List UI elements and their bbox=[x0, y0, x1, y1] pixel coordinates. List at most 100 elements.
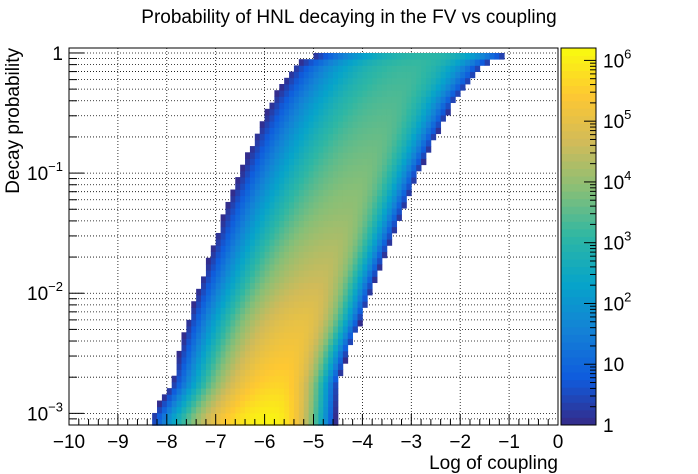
heatmap-cell bbox=[333, 121, 339, 128]
heatmap-cell bbox=[303, 65, 310, 72]
heatmap-cell bbox=[235, 288, 241, 296]
heatmap-cell bbox=[401, 71, 407, 79]
heatmap-cell bbox=[372, 251, 378, 259]
heatmap-cell bbox=[269, 232, 275, 240]
heatmap-cell bbox=[391, 164, 398, 172]
heatmap-cell bbox=[352, 295, 358, 302]
heatmap-cell bbox=[333, 369, 339, 377]
heatmap-cell bbox=[191, 388, 197, 395]
heatmap-cell bbox=[298, 419, 305, 426]
heatmap-cell bbox=[284, 381, 290, 389]
heatmap-cell bbox=[347, 115, 354, 122]
heatmap-cell bbox=[357, 195, 363, 203]
heatmap-cell bbox=[269, 121, 275, 128]
heatmap-cell bbox=[352, 183, 358, 190]
heatmap-cell bbox=[391, 59, 398, 66]
heatmap-cell bbox=[245, 301, 251, 308]
heatmap-cell bbox=[367, 245, 373, 252]
heatmap-cell bbox=[357, 90, 363, 97]
heatmap-cell bbox=[191, 301, 197, 308]
heatmap-cell bbox=[293, 170, 300, 178]
heatmap-cell bbox=[323, 412, 329, 420]
heatmap-cell bbox=[191, 394, 197, 401]
heatmap-cell bbox=[293, 108, 300, 116]
heatmap-cell bbox=[372, 52, 378, 60]
heatmap-cell bbox=[230, 226, 236, 234]
heatmap-cell bbox=[186, 406, 192, 414]
heatmap-cell bbox=[333, 338, 339, 346]
heatmap-cell bbox=[279, 412, 285, 420]
heatmap-cell bbox=[303, 170, 310, 178]
heatmap-cell bbox=[337, 270, 344, 277]
heatmap-cell bbox=[259, 270, 265, 277]
heatmap-cell bbox=[308, 189, 314, 197]
heatmap-cell bbox=[460, 52, 466, 60]
heatmap-cell bbox=[245, 388, 251, 395]
colorbar-bin bbox=[561, 191, 596, 200]
heatmap-cell bbox=[293, 158, 300, 166]
heatmap-cell bbox=[259, 313, 265, 321]
heatmap-cell bbox=[323, 357, 329, 364]
heatmap-cell bbox=[293, 276, 300, 284]
heatmap-cell bbox=[318, 307, 324, 315]
heatmap-cell bbox=[352, 251, 358, 259]
heatmap-cell bbox=[210, 326, 217, 333]
heatmap-cell bbox=[323, 139, 329, 147]
heatmap-cell bbox=[235, 251, 241, 259]
heatmap-cell bbox=[201, 388, 207, 395]
heatmap-cell bbox=[215, 406, 221, 414]
heatmap-cell bbox=[401, 59, 407, 66]
heatmap-cell bbox=[230, 220, 236, 228]
heatmap-cell bbox=[176, 357, 182, 364]
heatmap-cell bbox=[274, 189, 280, 197]
heatmap-cell bbox=[176, 388, 182, 395]
heatmap-cell bbox=[372, 77, 378, 85]
heatmap-cell bbox=[333, 388, 339, 395]
heatmap-cell bbox=[367, 288, 373, 296]
heatmap-cell bbox=[401, 77, 407, 85]
heatmap-cell bbox=[289, 257, 295, 265]
heatmap-cell bbox=[352, 226, 358, 234]
heatmap-cell bbox=[337, 338, 344, 346]
heatmap-cell bbox=[342, 313, 349, 321]
heatmap-cell bbox=[450, 65, 456, 72]
heatmap-cell bbox=[308, 201, 314, 209]
heatmap-cell bbox=[293, 177, 300, 184]
heatmap-cell bbox=[308, 65, 314, 72]
heatmap-cell bbox=[337, 84, 344, 91]
heatmap-cell bbox=[308, 326, 314, 333]
heatmap-cell bbox=[269, 357, 275, 364]
heatmap-cell bbox=[318, 177, 324, 184]
heatmap-cell bbox=[386, 214, 393, 221]
heatmap-cell bbox=[308, 220, 314, 228]
heatmap-cell bbox=[352, 121, 358, 128]
heatmap-cell bbox=[357, 108, 363, 116]
heatmap-cell bbox=[274, 152, 280, 159]
heatmap-cell bbox=[303, 226, 310, 234]
heatmap-cell bbox=[254, 146, 261, 153]
heatmap-cell bbox=[308, 127, 314, 135]
heatmap-cell bbox=[274, 195, 280, 203]
heatmap-cell bbox=[254, 332, 261, 339]
heatmap-cell bbox=[455, 90, 461, 97]
heatmap-cell bbox=[274, 307, 280, 315]
heatmap-cell bbox=[401, 127, 407, 135]
heatmap-cell bbox=[196, 319, 202, 327]
heatmap-cell bbox=[386, 121, 393, 128]
heatmap-cell bbox=[240, 307, 246, 315]
heatmap-cell bbox=[381, 195, 388, 203]
heatmap-cell bbox=[381, 220, 388, 228]
heatmap-cell bbox=[289, 158, 295, 166]
heatmap-cell bbox=[313, 257, 319, 265]
heatmap-cell bbox=[347, 326, 354, 333]
heatmap-cell bbox=[308, 59, 314, 66]
heatmap-cell bbox=[377, 115, 383, 122]
heatmap-cell bbox=[264, 381, 270, 389]
heatmap-cell bbox=[259, 276, 265, 284]
heatmap-cell bbox=[303, 183, 310, 190]
heatmap-cell bbox=[225, 220, 231, 228]
heatmap-cell bbox=[357, 245, 363, 252]
heatmap-cell bbox=[416, 59, 422, 66]
heatmap-cell bbox=[377, 164, 383, 172]
heatmap-cell bbox=[259, 183, 265, 190]
